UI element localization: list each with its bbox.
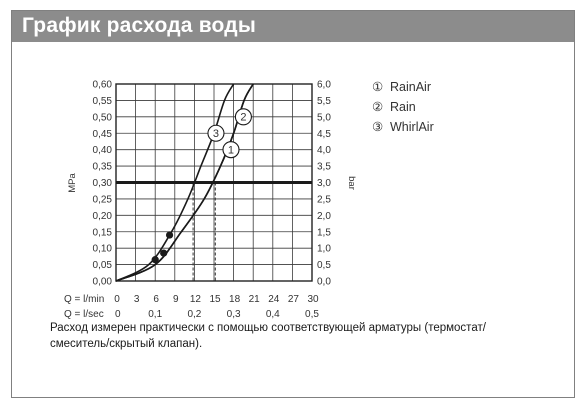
x-lsec-tick-label: 0,2 [187, 309, 201, 320]
x-lmin-tick-label: 0 [114, 294, 120, 305]
chart-curves: 3 2 1 [115, 83, 312, 282]
curve-marker-3 [207, 124, 225, 142]
y-right-tick-label: 1,0 [317, 244, 331, 255]
x-lmin-tick-label: 24 [268, 294, 280, 305]
x-lmin-tick-label: 18 [229, 294, 241, 305]
y-left-tick-label: 0,55 [93, 96, 113, 107]
x-lmin-tick-label: 12 [190, 294, 202, 305]
curve-marker-2 [234, 108, 252, 126]
legend-marker: ② [372, 100, 383, 114]
y-right-tick-label: 6,0 [317, 80, 331, 91]
y-left-tick-label: 0,05 [93, 260, 113, 271]
y-right-tick-label: 4,0 [317, 145, 331, 156]
y-left-tick-label: 0,35 [93, 162, 113, 173]
x-lmin-tick-label: 21 [249, 294, 261, 305]
y-right-axis-label: bar [346, 176, 357, 190]
legend-label-rainair: RainAir [390, 80, 431, 94]
x-lmin-tick-label: 15 [209, 294, 221, 305]
header-bar: График расхода воды [12, 11, 574, 42]
data-dot [165, 231, 174, 239]
x-lsec-tick-label: 0,5 [305, 309, 319, 320]
y-right-tick-label: 1,5 [317, 227, 331, 238]
legend-label-whirlair: WhirlAir [390, 120, 434, 134]
y-left-tick-label: 0,30 [93, 178, 113, 189]
curve-marker-label: 1 [228, 144, 234, 156]
legend-label-rain: Rain [390, 100, 416, 114]
y-left-axis-label: MPa [67, 173, 78, 193]
y-right-tick-label: 4,5 [317, 129, 331, 140]
curve-marker-label: 2 [240, 112, 246, 124]
y-right-tick-label: 3,0 [317, 178, 331, 189]
data-dot [160, 249, 168, 257]
chart-card: График расхода воды [11, 10, 575, 398]
x-lsec-axis-label: Q = l/sec [64, 309, 104, 320]
chart-legend: ① RainAir ② Rain ③ WhirlAir [372, 80, 434, 134]
y-right-tick-label: 5,0 [317, 112, 331, 123]
y-left-tick-label: 0,20 [93, 211, 113, 222]
y-right-tick-label: 3,5 [317, 162, 331, 173]
measurement-note: Расход измерен практически с помощью соо… [50, 322, 486, 350]
y-right-tick-label: 0,0 [317, 277, 331, 288]
x-lmin-tick-label: 27 [288, 294, 300, 305]
x-lmin-tick-label: 30 [307, 294, 319, 305]
y-left-tick-label: 0,10 [93, 244, 113, 255]
x-lmin-tick-label: 9 [173, 294, 179, 305]
y-left-tick-label: 0,50 [93, 112, 113, 123]
y-left-tick-label: 0,15 [93, 227, 113, 238]
y-left-tick-label: 0,40 [93, 145, 113, 156]
curve-rain [115, 83, 254, 282]
y-left-tick-label: 0,25 [93, 194, 113, 205]
x-lmin-tick-label: 6 [153, 294, 159, 305]
y-right-tick-label: 2,5 [317, 194, 331, 205]
curve-marker-1 [222, 141, 240, 159]
y-right-tick-label: 0,5 [317, 260, 331, 271]
x-lmin-axis-label: Q = l/min [64, 294, 104, 305]
y-left-tick-label: 0,00 [93, 277, 113, 288]
x-lsec-tick-label: 0 [115, 309, 121, 320]
y-right-tick-label: 5,5 [317, 96, 331, 107]
tick-labels: 0,600,550,500,450,400,350,300,250,200,15… [64, 80, 357, 321]
x-lsec-tick-label: 0,4 [266, 309, 280, 320]
x-lmin-tick-label: 3 [134, 294, 140, 305]
y-left-tick-label: 0,45 [93, 129, 113, 140]
y-left-tick-label: 0,60 [93, 80, 113, 91]
data-dot [151, 256, 159, 264]
x-lsec-tick-label: 0,1 [148, 309, 162, 320]
page-title: График расхода воды [22, 14, 256, 37]
y-right-tick-label: 2,0 [317, 211, 331, 222]
legend-marker: ① [372, 80, 383, 94]
curve-marker-label: 3 [213, 128, 219, 140]
legend-marker: ③ [372, 120, 383, 134]
x-lsec-tick-label: 0,3 [227, 309, 241, 320]
curve-whirlair [115, 83, 235, 282]
